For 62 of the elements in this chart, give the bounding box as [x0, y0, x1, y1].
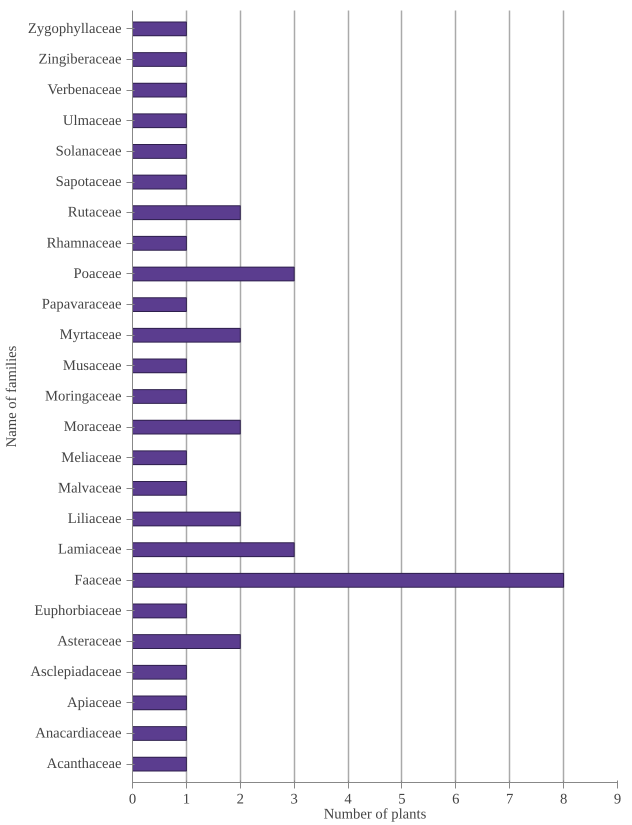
bar [132, 420, 241, 435]
y-tick-label: Moringaceae [45, 388, 122, 404]
y-tick-label: Asteraceae [57, 634, 122, 650]
y-tick-label: Zygophyllaceae [28, 20, 122, 37]
y-tick-label: Asclepiadaceae [30, 664, 122, 680]
x-tick-label: 6 [452, 792, 460, 808]
bar [132, 174, 187, 190]
bar [132, 604, 187, 618]
bar [132, 328, 241, 343]
bar [132, 664, 187, 680]
y-tick-label: Liliaceae [68, 511, 122, 528]
y-tick-label: Musaceae [62, 358, 122, 374]
y-tick-label: Rhamnaceae [46, 235, 122, 252]
y-tick-label: Myrtaceae [60, 327, 122, 344]
x-tick-label: 2 [236, 792, 244, 808]
y-tick-label: Sapotaceae [56, 174, 122, 190]
bar [132, 572, 564, 588]
bar [132, 634, 241, 649]
bar [132, 113, 187, 128]
y-tick-label: Anacardiaceae [35, 725, 122, 742]
y-tick-label: Acanthaceae [46, 756, 122, 772]
y-tick-label: Apiaceae [66, 694, 122, 711]
y-tick-label: Euphorbiaceae [34, 602, 122, 619]
x-tick-label: 4 [344, 792, 352, 808]
bar [132, 695, 187, 710]
y-tick-label: Malvaceae [58, 480, 122, 496]
bar [132, 726, 187, 741]
bar [132, 236, 187, 251]
x-tick-label: 9 [614, 792, 622, 808]
bar [132, 358, 187, 374]
y-tick-label: Ulmaceae [62, 112, 122, 129]
bar [132, 82, 187, 98]
bar [132, 481, 187, 496]
x-tick-label: 8 [560, 792, 568, 808]
y-tick-label: Meliaceae [61, 450, 122, 466]
y-axis-title: Name of families [4, 345, 20, 448]
bar [132, 205, 241, 220]
y-tick-label: Papavaraceae [42, 296, 122, 313]
bar [132, 512, 241, 526]
y-tick-label: Faaceae [74, 572, 122, 588]
y-tick-label: Lamiaceae [58, 542, 122, 558]
bar [132, 756, 187, 772]
x-tick-label: 0 [128, 792, 136, 808]
x-tick-label: 3 [290, 792, 298, 808]
bar [132, 144, 187, 159]
y-tick-label: Moraceae [64, 419, 122, 436]
y-tick-label: Rutaceae [68, 204, 122, 221]
y-tick-label: Zingiberaceae [38, 52, 122, 68]
y-tick-label: Poaceae [73, 266, 122, 282]
y-tick-label: Solanaceae [56, 143, 122, 160]
y-tick-label: Verbenaceae [47, 82, 122, 98]
bar [132, 21, 187, 36]
x-tick-label: 7 [506, 792, 514, 808]
x-axis-title: Number of plants [324, 806, 427, 822]
bar [132, 52, 187, 67]
x-tick-label: 5 [398, 792, 406, 808]
bar [132, 266, 295, 282]
bar [132, 389, 187, 404]
bar [132, 297, 187, 312]
bar [132, 542, 295, 558]
bar [132, 450, 187, 466]
x-tick-label: 1 [182, 792, 190, 808]
